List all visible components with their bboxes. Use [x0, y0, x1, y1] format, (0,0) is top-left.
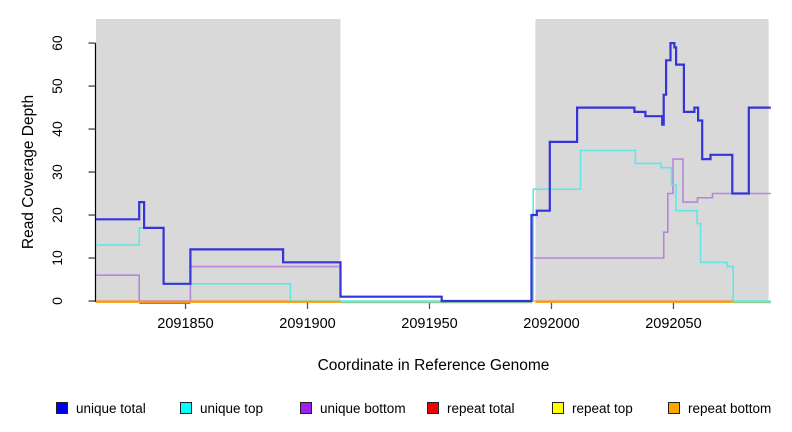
legend-label: repeat bottom [688, 400, 772, 416]
shaded-region-right [535, 19, 769, 302]
x-tick-label: 2091900 [279, 316, 335, 332]
y-axis-title: Read Coverage Depth [20, 94, 37, 250]
y-tick-label: 30 [49, 164, 65, 180]
unique-total-swatch [56, 402, 68, 414]
y-tick-label: 0 [49, 297, 65, 305]
repeat-bottom-swatch [668, 402, 680, 414]
x-tick-label: 2091850 [157, 316, 213, 332]
legend-item-unique-bottom: unique bottom [300, 399, 406, 417]
series-unique-total-line [96, 42, 771, 303]
legend-label: repeat total [447, 400, 515, 416]
y-tick-label: 60 [49, 35, 65, 51]
shaded-region-left [96, 19, 341, 302]
legend-item-repeat-total: repeat total [427, 399, 515, 417]
x-tick-label: 2092000 [523, 316, 579, 332]
series-unique-top-line [96, 149, 771, 302]
y-tick-label: 20 [49, 207, 65, 223]
x-tick-label: 2091950 [401, 316, 457, 332]
legend-item-unique-total: unique total [56, 399, 146, 417]
x-axis-title: Coordinate in Reference Genome [317, 357, 550, 374]
x-tick-label: 2092050 [645, 316, 701, 332]
legend-label: unique total [76, 400, 146, 416]
unique-top-swatch [180, 402, 192, 414]
coverage-chart: 0 10 20 30 40 50 60 2091850 2091900 2091950 209200… [49, 19, 771, 332]
legend-label: unique top [200, 400, 264, 416]
legend-label: unique bottom [320, 400, 406, 416]
unique-bottom-swatch [300, 402, 312, 414]
legend-item-repeat-top: repeat top [552, 399, 633, 417]
legend-item-repeat-bottom: repeat bottom [668, 399, 771, 417]
y-tick-label: 10 [49, 250, 65, 266]
repeat-top-swatch [552, 402, 564, 414]
y-tick-label: 50 [49, 78, 65, 94]
legend-label: repeat top [572, 400, 633, 416]
legend-item-unique-top: unique top [180, 399, 263, 417]
legend: unique total unique top unique bottom repea… [0, 399, 792, 419]
repeat-total-swatch [427, 402, 439, 414]
y-tick-label: 40 [49, 121, 65, 137]
